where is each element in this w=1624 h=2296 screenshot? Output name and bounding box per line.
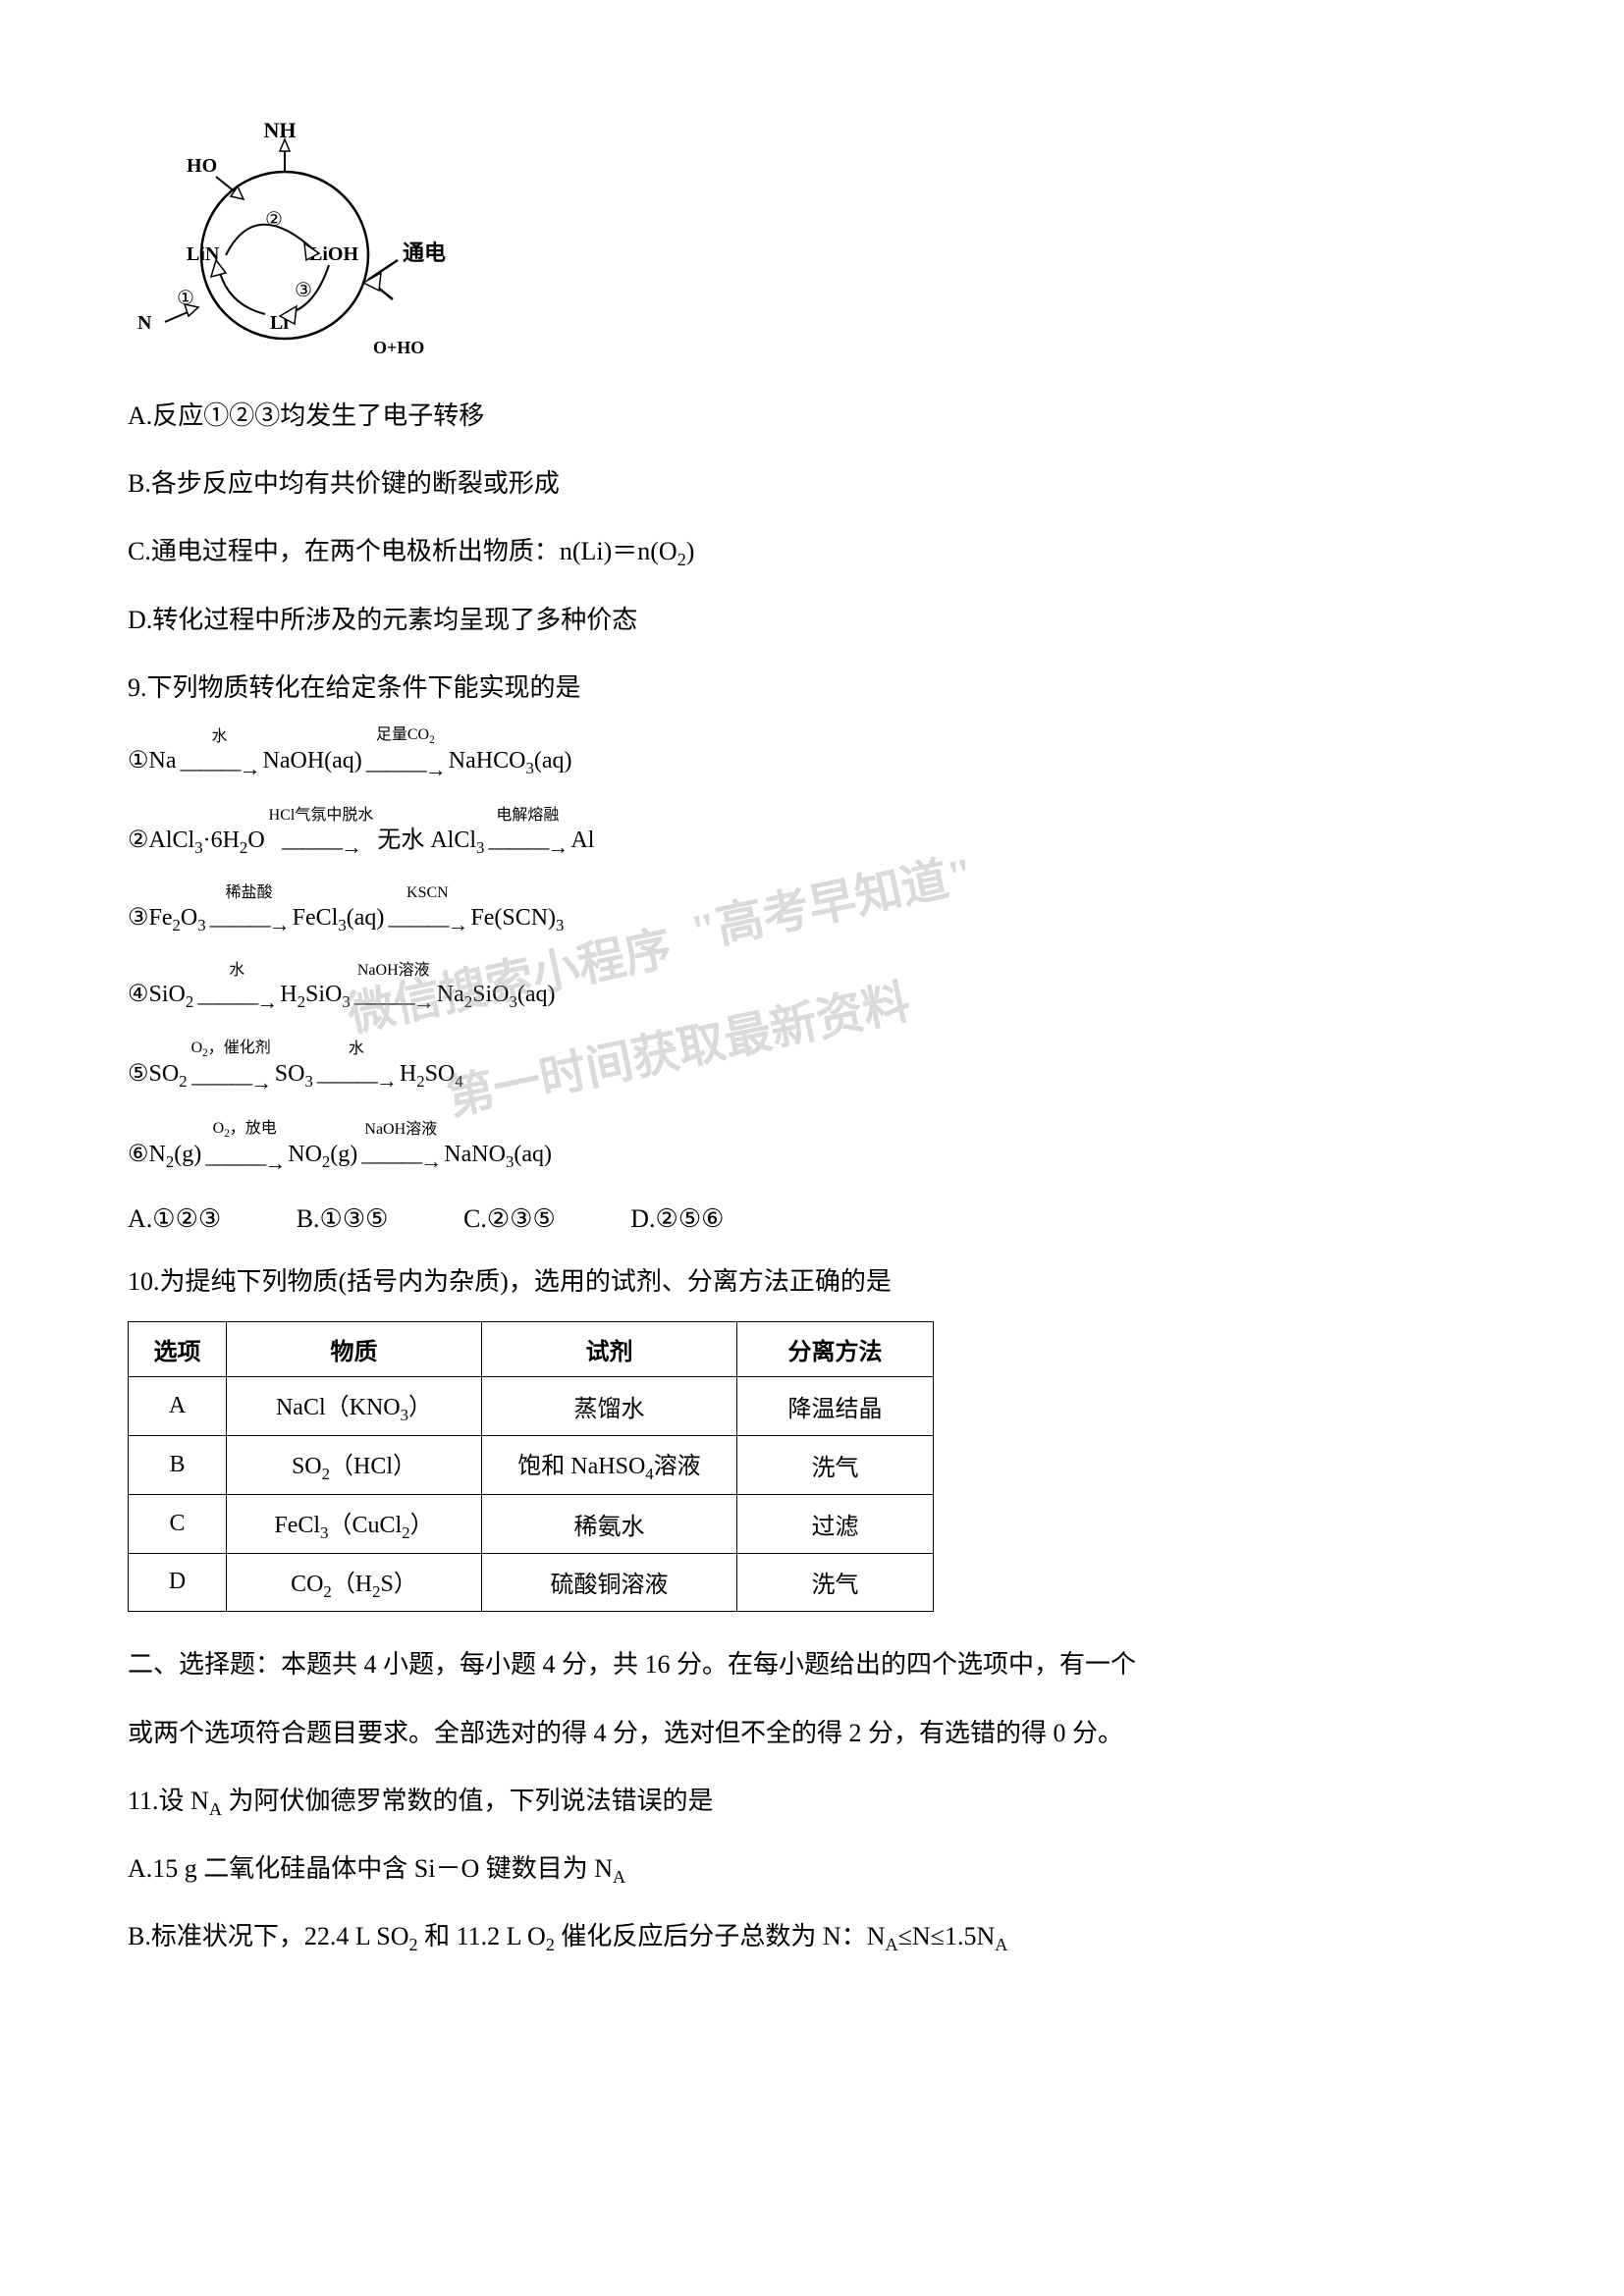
q9-opt-c: C.②③⑤ bbox=[463, 1204, 556, 1233]
table-cell: CO2（H2S） bbox=[227, 1553, 482, 1612]
table-cell: SO2（HCl） bbox=[227, 1435, 482, 1494]
reaction-number: ① bbox=[128, 733, 149, 790]
reaction-line-6: ⑥N2(g)O2，放电———→NO2(g)NaOH溶液———→NaNO3(aq) bbox=[128, 1121, 1496, 1190]
cycle-diagram: NH3 H2O Li3N LiOH Li N2 O2+H2O 通电 ① ② ③ bbox=[128, 118, 461, 363]
reaction-species: N2(g) bbox=[149, 1127, 202, 1184]
table-header: 选项 bbox=[129, 1322, 227, 1377]
q9-opt-b: B.①③⑤ bbox=[297, 1204, 389, 1233]
q11-option-b: B.标准状况下，22.4 L SO2 和 11.2 L O2 催化反应后分子总数… bbox=[128, 1908, 1496, 1964]
reaction-arrow: NaOH溶液———→ bbox=[354, 963, 433, 1029]
svg-text:通电: 通电 bbox=[403, 240, 446, 265]
table-header: 试剂 bbox=[482, 1322, 737, 1377]
reaction-species: AlCl3·6H2O bbox=[149, 813, 265, 870]
reaction-species: FeCl3(aq) bbox=[293, 890, 385, 947]
table-cell: NaCl（KNO3） bbox=[227, 1377, 482, 1436]
table-cell: 洗气 bbox=[737, 1553, 934, 1612]
reaction-arrow: HCl气氛中脱水———→ bbox=[269, 808, 374, 874]
q8-option-d: D.转化过程中所涉及的元素均呈现了多种价态 bbox=[128, 592, 1496, 648]
reaction-number: ② bbox=[128, 813, 149, 870]
q9-opt-d: D.②⑤⑥ bbox=[630, 1204, 724, 1233]
q8-option-b: B.各步反应中均有共价键的断裂或形成 bbox=[128, 455, 1496, 511]
table-cell: 蒸馏水 bbox=[482, 1377, 737, 1436]
table-header: 物质 bbox=[227, 1322, 482, 1377]
reaction-arrow: O2，催化剂———→ bbox=[191, 1041, 271, 1109]
reaction-arrow: 水———→ bbox=[181, 729, 259, 795]
reaction-arrow: O2，放电———→ bbox=[205, 1121, 284, 1190]
reaction-species: H2SiO3 bbox=[280, 967, 350, 1024]
svg-text:H2O: H2O bbox=[187, 155, 217, 177]
table-row: ANaCl（KNO3）蒸馏水降温结晶 bbox=[129, 1377, 934, 1436]
reaction-species: NaNO3(aq) bbox=[444, 1127, 552, 1184]
reaction-species: Fe(SCN)3 bbox=[470, 890, 564, 947]
q8-option-c: C.通电过程中，在两个电极析出物质：n(Li)＝n(O2) bbox=[128, 523, 1496, 579]
section2-instr-line2: 或两个选项符合题目要求。全部选对的得 4 分，选对但不全的得 2 分，有选错的得… bbox=[128, 1705, 1496, 1761]
q10-table: 选项物质试剂分离方法 ANaCl（KNO3）蒸馏水降温结晶BSO2（HCl）饱和… bbox=[128, 1321, 934, 1612]
svg-text:①: ① bbox=[177, 288, 194, 309]
reaction-line-1: ①Na水———→NaOH(aq)足量CO2———→NaHCO3(aq) bbox=[128, 727, 1496, 796]
table-cell: 洗气 bbox=[737, 1435, 934, 1494]
table-row: DCO2（H2S）硫酸铜溶液洗气 bbox=[129, 1553, 934, 1612]
reaction-species: Na bbox=[149, 733, 177, 790]
reaction-species: Al bbox=[570, 813, 594, 870]
reaction-species: 无水 AlCl3 bbox=[377, 813, 484, 870]
q9-options: A.①②③ B.①③⑤ C.②③⑤ D.②⑤⑥ bbox=[128, 1204, 1496, 1234]
table-cell: 降温结晶 bbox=[737, 1377, 934, 1436]
table-cell: FeCl3（CuCl2） bbox=[227, 1494, 482, 1553]
reaction-number: ⑤ bbox=[128, 1046, 149, 1103]
reaction-line-4: ④SiO2水———→H2SiO3NaOH溶液———→Na2SiO3(aq) bbox=[128, 963, 1496, 1029]
reaction-species: Na2SiO3(aq) bbox=[437, 967, 556, 1024]
reaction-species: H2SO4 bbox=[400, 1046, 463, 1103]
svg-text:N2: N2 bbox=[137, 312, 152, 334]
reaction-arrow: NaOH溶液———→ bbox=[361, 1122, 440, 1188]
svg-text:③: ③ bbox=[295, 280, 312, 301]
reaction-line-3: ③Fe2O3稀盐酸———→FeCl3(aq)KSCN———→Fe(SCN)3 bbox=[128, 885, 1496, 951]
q9-opt-a: A.①②③ bbox=[128, 1204, 221, 1233]
reaction-species: Fe2O3 bbox=[149, 890, 206, 947]
reaction-number: ⑥ bbox=[128, 1127, 149, 1184]
section2-instr-line1: 二、选择题：本题共 4 小题，每小题 4 分，共 16 分。在每小题给出的四个选… bbox=[128, 1636, 1496, 1692]
q10-stem: 10.为提纯下列物质(括号内为杂质)，选用的试剂、分离方法正确的是 bbox=[128, 1254, 1496, 1309]
reaction-line-5: ⑤SO2O2，催化剂———→SO3水———→H2SO4 bbox=[128, 1041, 1496, 1109]
table-cell: 硫酸铜溶液 bbox=[482, 1553, 737, 1612]
reaction-species: SiO2 bbox=[149, 967, 194, 1024]
q9-stem: 9.下列物质转化在给定条件下能实现的是 bbox=[128, 660, 1496, 716]
svg-text:NH3: NH3 bbox=[264, 118, 297, 142]
reaction-species: NO2(g) bbox=[288, 1127, 357, 1184]
reaction-arrow: 稀盐酸———→ bbox=[210, 885, 289, 951]
table-cell: 稀氨水 bbox=[482, 1494, 737, 1553]
table-cell: A bbox=[129, 1377, 227, 1436]
table-row: BSO2（HCl）饱和 NaHSO4溶液洗气 bbox=[129, 1435, 934, 1494]
reaction-arrow: 水———→ bbox=[317, 1041, 396, 1107]
table-row: CFeCl3（CuCl2）稀氨水过滤 bbox=[129, 1494, 934, 1553]
q11-option-a: A.15 g 二氧化硅晶体中含 Si－O 键数目为 NA bbox=[128, 1841, 1496, 1896]
q11-stem: 11.设 NA 为阿伏伽德罗常数的值，下列说法错误的是 bbox=[128, 1773, 1496, 1829]
reaction-line-2: ②AlCl3·6H2OHCl气氛中脱水———→无水 AlCl3电解熔融———→A… bbox=[128, 808, 1496, 874]
reaction-species: SO2 bbox=[149, 1046, 188, 1103]
reaction-number: ③ bbox=[128, 890, 149, 947]
reaction-arrow: KSCN———→ bbox=[388, 885, 466, 951]
reaction-species: SO3 bbox=[275, 1046, 313, 1103]
reaction-arrow: 水———→ bbox=[197, 963, 276, 1029]
reaction-arrow: 电解熔融———→ bbox=[488, 808, 567, 874]
q8-option-a: A.反应①②③均发生了电子转移 bbox=[128, 388, 1496, 444]
table-cell: 过滤 bbox=[737, 1494, 934, 1553]
table-cell: D bbox=[129, 1553, 227, 1612]
table-cell: C bbox=[129, 1494, 227, 1553]
svg-text:O2+H2O: O2+H2O bbox=[373, 338, 424, 357]
reaction-species: NaHCO3(aq) bbox=[449, 733, 572, 790]
table-cell: 饱和 NaHSO4溶液 bbox=[482, 1435, 737, 1494]
reaction-arrow: 足量CO2———→ bbox=[366, 727, 445, 796]
table-cell: B bbox=[129, 1435, 227, 1494]
reaction-number: ④ bbox=[128, 967, 149, 1024]
reaction-species: NaOH(aq) bbox=[263, 733, 362, 790]
svg-text:②: ② bbox=[265, 209, 283, 231]
table-header: 分离方法 bbox=[737, 1322, 934, 1377]
